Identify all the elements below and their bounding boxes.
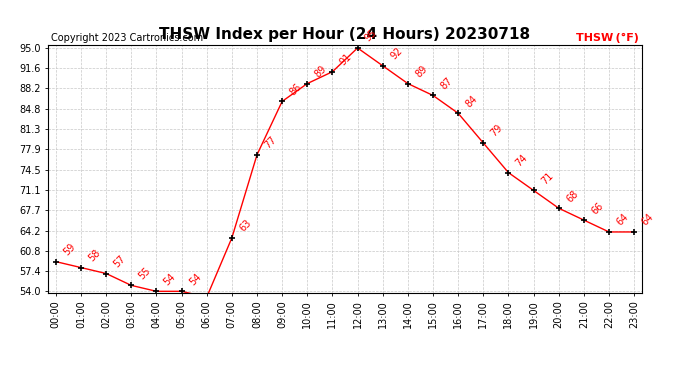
Text: 77: 77 [263,135,279,151]
Text: 95: 95 [363,28,379,44]
Text: 68: 68 [564,188,580,204]
Text: 57: 57 [112,254,128,269]
Text: 64: 64 [640,212,655,228]
Text: 91: 91 [338,52,354,68]
Text: 92: 92 [388,46,404,62]
Text: 64: 64 [615,212,630,228]
Title: THSW Index per Hour (24 Hours) 20230718: THSW Index per Hour (24 Hours) 20230718 [159,27,531,42]
Text: 79: 79 [489,123,504,139]
Text: 87: 87 [439,75,455,91]
Text: 59: 59 [61,242,77,258]
Text: 89: 89 [413,64,429,80]
Text: 63: 63 [237,218,253,234]
Text: 74: 74 [514,153,530,168]
Text: 54: 54 [187,272,203,287]
Text: 86: 86 [288,81,304,97]
Text: 89: 89 [313,64,328,80]
Text: 55: 55 [137,265,152,281]
Text: Copyright 2023 Cartronics.com: Copyright 2023 Cartronics.com [51,33,204,42]
Text: 53: 53 [0,374,1,375]
Text: 58: 58 [86,248,102,263]
Text: 71: 71 [539,170,555,186]
Text: 66: 66 [589,200,605,216]
Text: THSW (°F): THSW (°F) [576,33,639,42]
Text: 54: 54 [162,272,178,287]
Text: 84: 84 [464,93,480,109]
